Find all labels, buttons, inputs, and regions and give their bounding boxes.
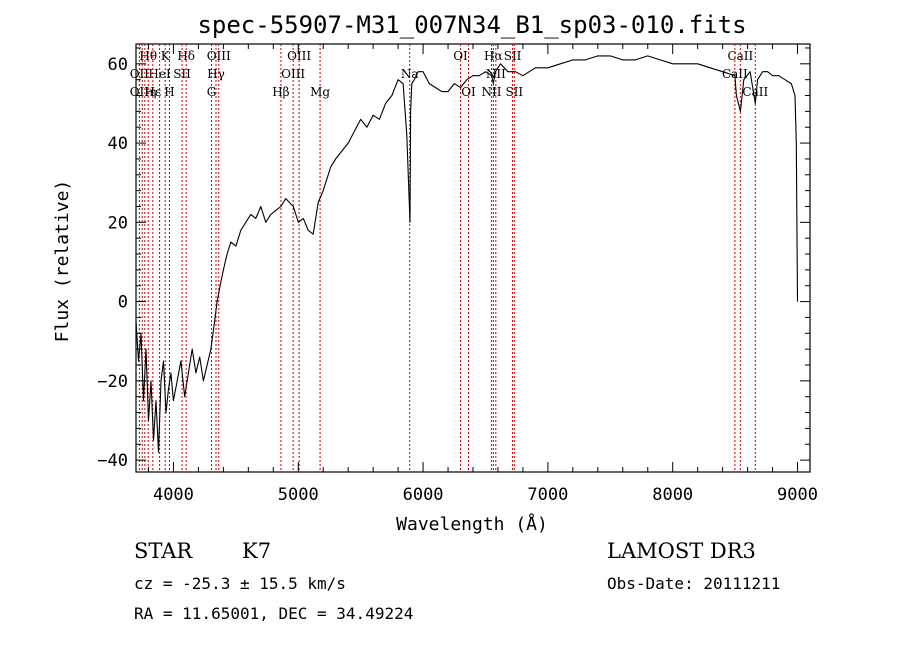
y-tick-label--40: −40 xyxy=(97,451,128,471)
object-class: STAR xyxy=(134,539,193,563)
spectral-line-label-13: OIII xyxy=(287,49,311,63)
spectral-line-label-12: G xyxy=(207,85,217,99)
spectral-line-label-0: Hθ xyxy=(139,49,157,63)
spectral-line-label-16: Mg xyxy=(310,85,330,99)
spectral-line-markers xyxy=(138,44,756,472)
survey-name: LAMOST DR3 xyxy=(607,539,756,563)
x-tick-label-8000: 8000 xyxy=(652,485,693,505)
x-tick-label-7000: 7000 xyxy=(527,485,568,505)
coordinates: RA = 11.65001, DEC = 34.49224 xyxy=(134,604,413,623)
spectral-line-label-21: SII xyxy=(504,49,522,63)
spectral-line-label-24: SII xyxy=(505,85,523,99)
observation-date: Obs-Date: 20111211 xyxy=(607,574,780,593)
spectral-line-label-27: CaII xyxy=(742,85,768,99)
y-tick-label-60: 60 xyxy=(108,55,128,75)
spectral-line-label-23: NII xyxy=(481,85,501,99)
series-line-0 xyxy=(135,55,799,453)
plot-frame xyxy=(135,43,811,473)
spectral-line-label-18: OI xyxy=(453,49,468,63)
x-axis-title: Wavelength (Å) xyxy=(396,513,548,535)
spectral-line-label-25: CaII xyxy=(727,49,753,63)
spectral-line-label-19: OI xyxy=(461,85,476,99)
y-tick-label--20: −20 xyxy=(97,372,128,392)
spectral-line-label-5: HeI xyxy=(148,67,171,81)
x-tick-label-6000: 6000 xyxy=(403,485,444,505)
y-tick-label-0: 0 xyxy=(118,293,128,313)
y-axis-ticks: −40 −20 0 20 40 60 xyxy=(97,47,810,471)
spectral-line-label-2: OII xyxy=(130,85,150,99)
spectral-line-label-3: Hε xyxy=(145,85,162,99)
spectral-line-label-9: SII xyxy=(173,67,191,81)
spectral-line-label-26: CaII xyxy=(722,67,748,81)
spectral-line-label-10: OIII xyxy=(207,49,231,63)
spectral-line-label-8: Hδ xyxy=(177,49,195,63)
spectral-line-label-22: NII xyxy=(486,67,506,81)
y-tick-label-40: 40 xyxy=(108,134,128,154)
spectral-line-label-20: Hα xyxy=(484,49,503,63)
x-tick-label-4000: 4000 xyxy=(153,485,194,505)
redshift-cz: cz = -25.3 ± 15.5 km/s xyxy=(134,574,346,593)
spectral-line-label-4: K xyxy=(161,49,171,63)
object-subclass: K7 xyxy=(242,539,271,563)
spectral-line-label-14: OIII xyxy=(281,67,305,81)
x-axis-ticks: 4000 5000 6000 7000 8000 9000 xyxy=(147,44,818,505)
spectrum-series xyxy=(135,55,799,453)
spectral-line-label-7: H xyxy=(164,85,174,99)
spectral-line-label-15: Hβ xyxy=(272,85,289,99)
spectral-line-label-1: OII xyxy=(130,67,150,81)
x-tick-label-5000: 5000 xyxy=(278,485,319,505)
x-tick-label-9000: 9000 xyxy=(777,485,818,505)
chart-title: spec-55907-M31_007N34_B1_sp03-010.fits xyxy=(197,11,746,39)
spectral-line-label-11: Hγ xyxy=(207,67,225,81)
y-tick-label-20: 20 xyxy=(108,213,128,233)
y-axis-title: Flux (relative) xyxy=(52,180,73,343)
spectral-line-label-6: η xyxy=(149,85,156,99)
spectral-line-label-17: Na xyxy=(401,67,419,81)
